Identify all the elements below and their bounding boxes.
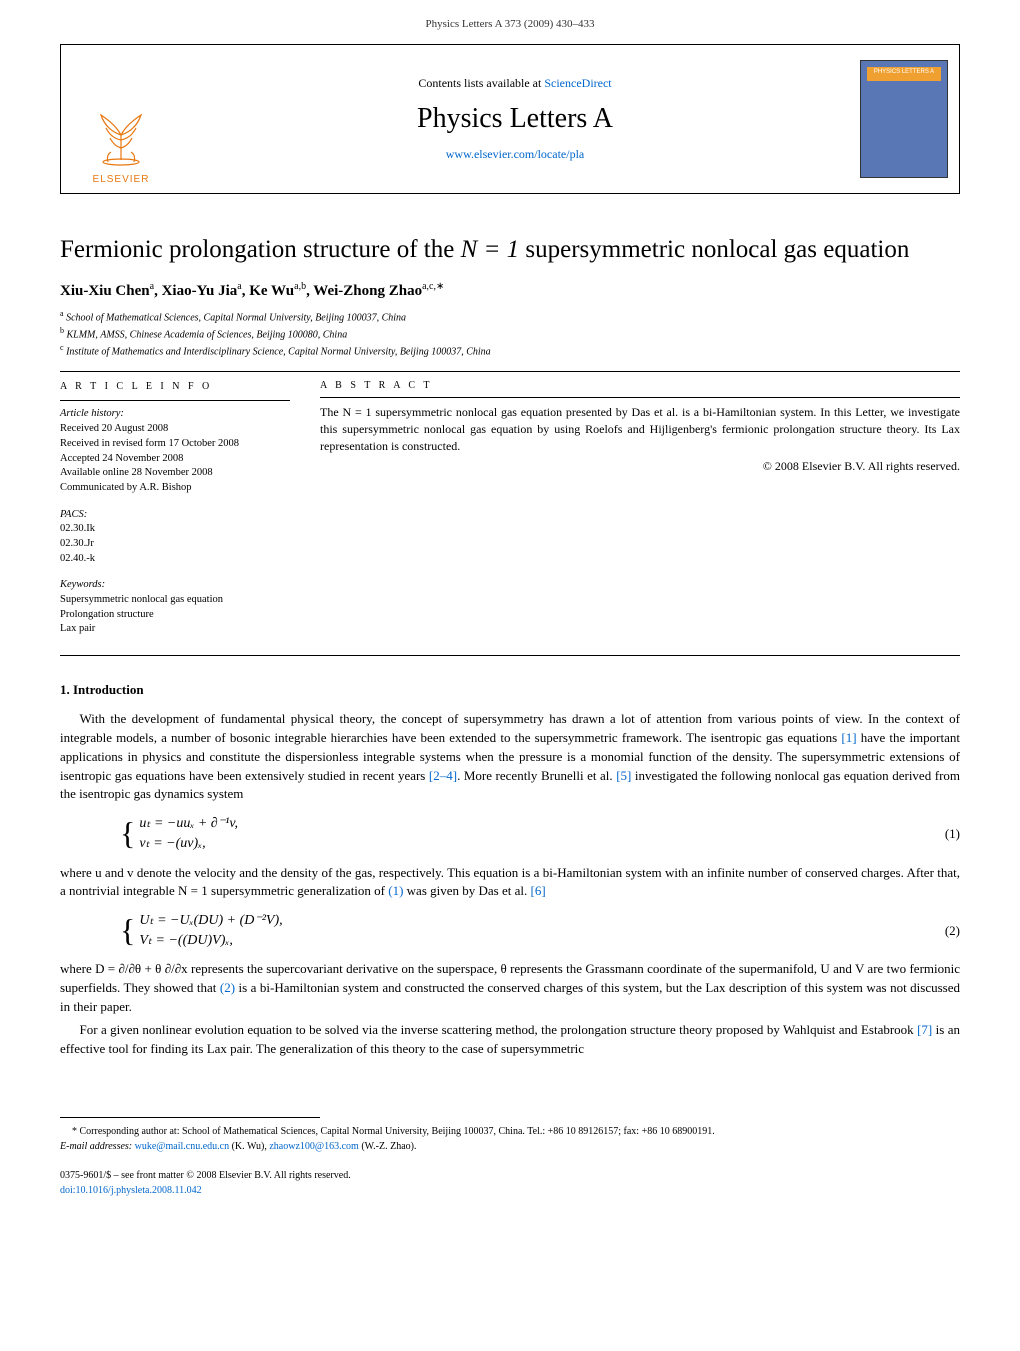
affiliation-line: c Institute of Mathematics and Interdisc… — [60, 342, 960, 359]
intro-para-2: where u and v denote the velocity and th… — [60, 864, 960, 902]
equation-2: {Uₜ = −Uₓ(DU) + (D⁻²V),Vₜ = −((DU)V)ₓ, (… — [120, 911, 960, 950]
rule-abstract — [320, 397, 960, 398]
footnote-rule — [60, 1117, 320, 1118]
history-line: Received 20 August 2008 — [60, 422, 290, 437]
contents-text: Contents lists available at — [418, 76, 544, 90]
pacs-label: PACS: — [60, 508, 290, 523]
email-2-name: (W.-Z. Zhao). — [359, 1141, 417, 1152]
history-line: Accepted 24 November 2008 — [60, 452, 290, 467]
history-label: Article history: — [60, 407, 290, 422]
email-label: E-mail addresses: — [60, 1141, 135, 1152]
history-block: Article history: Received 20 August 2008… — [60, 407, 290, 495]
history-line: Communicated by A.R. Bishop — [60, 481, 290, 496]
abstract-text: The N = 1 supersymmetric nonlocal gas eq… — [320, 404, 960, 454]
publisher-logo-box: ELSEVIER — [61, 45, 181, 193]
eq2-line2: Vₜ = −((DU)V)ₓ, — [139, 933, 232, 948]
pacs-line: 02.30.Ik — [60, 522, 290, 537]
p4-text-a: For a given nonlinear evolution equation… — [80, 1022, 918, 1037]
keyword-line: Supersymmetric nonlocal gas equation — [60, 593, 290, 608]
doi-link[interactable]: doi:10.1016/j.physleta.2008.11.042 — [60, 1185, 202, 1196]
authors-line: Xiu-Xiu Chena, Xiao-Yu Jiaa, Ke Wua,b, W… — [60, 281, 960, 300]
footnote-marker: * — [72, 1126, 77, 1137]
running-header: Physics Letters A 373 (2009) 430–433 — [0, 0, 1020, 44]
corresponding-author-footnote: * Corresponding author at: School of Mat… — [0, 1124, 1020, 1154]
keywords-block: Keywords: Supersymmetric nonlocal gas eq… — [60, 578, 290, 637]
intro-para-3: where D = ∂/∂θ + θ ∂/∂x represents the s… — [60, 960, 960, 1017]
rule-bottom — [60, 655, 960, 656]
history-line: Available online 28 November 2008 — [60, 466, 290, 481]
journal-cover-thumbnail: PHYSICS LETTERS A — [860, 60, 948, 178]
eq1-body: {uₜ = −uuₓ + ∂⁻¹v,vₜ = −(uv)ₓ, — [120, 814, 900, 853]
ref-link-7[interactable]: [7] — [917, 1022, 932, 1037]
section-1-heading: 1. Introduction — [60, 682, 960, 698]
email-1-name: (K. Wu), — [229, 1141, 269, 1152]
pacs-line: 02.30.Jr — [60, 537, 290, 552]
page-footer: 0375-9601/$ – see front matter © 2008 El… — [0, 1154, 1020, 1218]
eq2-line1: Uₜ = −Uₓ(DU) + (D⁻²V), — [139, 913, 282, 928]
contents-lists-line: Contents lists available at ScienceDirec… — [181, 76, 849, 91]
p2-text-b: was given by Das et al. — [403, 883, 530, 898]
main-content: Fermionic prolongation structure of the … — [0, 194, 1020, 1093]
equation-1: {uₜ = −uuₓ + ∂⁻¹v,vₜ = −(uv)ₓ, (1) — [120, 814, 960, 853]
journal-title: Physics Letters A — [181, 103, 849, 135]
eqref-1[interactable]: (1) — [388, 883, 403, 898]
title-part2: supersymmetric nonlocal gas equation — [519, 236, 909, 263]
affiliation-line: b KLMM, AMSS, Chinese Academia of Scienc… — [60, 325, 960, 342]
email-2[interactable]: zhaowz100@163.com — [269, 1141, 358, 1152]
eq1-line2: vₜ = −(uv)ₓ, — [139, 836, 205, 851]
eq1-line1: uₜ = −uuₓ + ∂⁻¹v, — [139, 816, 238, 831]
ref-link-1[interactable]: [1] — [841, 730, 856, 745]
header-center: Contents lists available at ScienceDirec… — [181, 45, 849, 193]
ref-link-6[interactable]: [6] — [531, 883, 546, 898]
intro-para-4: For a given nonlinear evolution equation… — [60, 1021, 960, 1059]
abstract-column: A B S T R A C T The N = 1 supersymmetric… — [320, 380, 960, 649]
email-1[interactable]: wuke@mail.cnu.edu.cn — [135, 1141, 229, 1152]
journal-homepage-link[interactable]: www.elsevier.com/locate/pla — [181, 147, 849, 162]
history-line: Received in revised form 17 October 2008 — [60, 437, 290, 452]
info-abstract-row: A R T I C L E I N F O Article history: R… — [60, 380, 960, 649]
article-info-column: A R T I C L E I N F O Article history: R… — [60, 380, 290, 649]
intro-para-1: With the development of fundamental phys… — [60, 710, 960, 804]
affiliations: a School of Mathematical Sciences, Capit… — [60, 308, 960, 360]
eq1-number: (1) — [900, 826, 960, 842]
eq2-body: {Uₜ = −Uₓ(DU) + (D⁻²V),Vₜ = −((DU)V)ₓ, — [120, 911, 900, 950]
abstract-heading: A B S T R A C T — [320, 380, 960, 391]
ref-link-2-4[interactable]: [2–4] — [429, 768, 457, 783]
footnote-text: Corresponding author at: School of Mathe… — [80, 1126, 715, 1137]
pacs-line: 02.40.-k — [60, 552, 290, 567]
keyword-line: Prolongation structure — [60, 608, 290, 623]
article-title: Fermionic prolongation structure of the … — [60, 234, 960, 267]
article-info-heading: A R T I C L E I N F O — [60, 380, 290, 394]
eqref-2[interactable]: (2) — [220, 980, 235, 995]
eq2-number: (2) — [900, 923, 960, 939]
publisher-name: ELSEVIER — [93, 174, 150, 185]
title-part1: Fermionic prolongation structure of the — [60, 236, 461, 263]
journal-header-box: ELSEVIER Contents lists available at Sci… — [60, 44, 960, 194]
sciencedirect-link[interactable]: ScienceDirect — [544, 76, 611, 90]
rule-top — [60, 371, 960, 372]
p1-text-a: With the development of fundamental phys… — [60, 711, 960, 745]
elsevier-tree-icon — [86, 100, 156, 170]
pacs-block: PACS: 02.30.Ik02.30.Jr02.40.-k — [60, 508, 290, 567]
title-math: N = 1 — [461, 236, 520, 263]
affiliation-line: a School of Mathematical Sciences, Capit… — [60, 308, 960, 325]
keyword-line: Lax pair — [60, 622, 290, 637]
rule-info — [60, 400, 290, 401]
abstract-copyright: © 2008 Elsevier B.V. All rights reserved… — [320, 459, 960, 474]
cover-label: PHYSICS LETTERS A — [861, 69, 947, 75]
p1-text-c: . More recently Brunelli et al. — [457, 768, 616, 783]
journal-cover-box: PHYSICS LETTERS A — [849, 45, 959, 193]
keywords-label: Keywords: — [60, 578, 290, 593]
ref-link-5[interactable]: [5] — [616, 768, 631, 783]
issn-line: 0375-9601/$ – see front matter © 2008 El… — [60, 1168, 960, 1183]
